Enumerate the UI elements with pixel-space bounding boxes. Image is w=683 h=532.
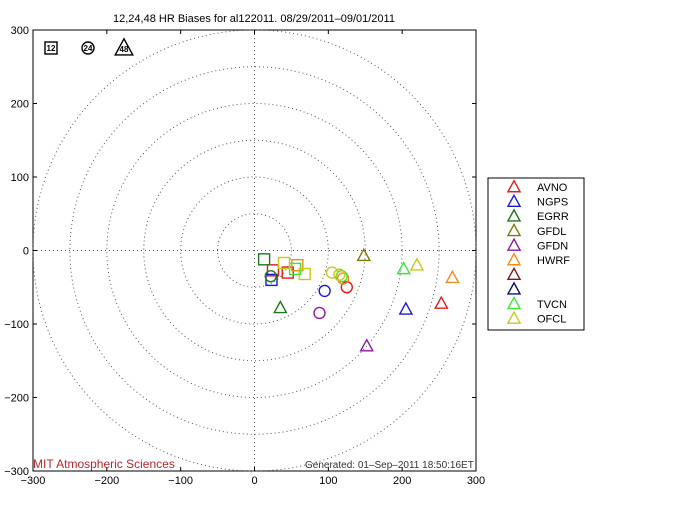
legend-entry-label: HWRF [537, 255, 570, 267]
marker-key-square-icon [44, 41, 58, 55]
generated-timestamp: Generated: 01–Sep–2011 18:50:16ET [305, 460, 474, 471]
marker-key: 12 24 48 [44, 37, 134, 56]
marker-key-circle-icon [81, 41, 95, 55]
data-point-48hr [273, 300, 288, 314]
y-tick-label: −100 [4, 319, 29, 331]
y-tick-label: −300 [4, 466, 29, 478]
y-tick-label: −200 [4, 393, 29, 405]
legend-entry-label: GFDL [537, 226, 566, 238]
data-point-48hr [356, 247, 372, 262]
legend-triangle-icon [506, 252, 522, 266]
data-point-12hr [298, 267, 311, 281]
legend-entry-label: EGRR [537, 211, 569, 223]
legend-triangle-icon [506, 296, 522, 310]
x-tick-label: 0 [251, 475, 257, 487]
marker-key-label: 48 [120, 45, 129, 54]
x-tick-label: −300 [21, 475, 46, 487]
legend-entry-label: TVCN [537, 299, 567, 311]
data-point-48hr [409, 257, 425, 271]
legend: AVNO NGPS EGRR GFDL GFDN HWRF TVCN OFCL [487, 177, 585, 331]
data-point-24hr [313, 306, 326, 320]
legend-entry-label: OFCL [537, 313, 566, 325]
legend-box [487, 177, 585, 331]
data-point-24hr [333, 268, 346, 281]
data-point-12hr [266, 264, 280, 277]
legend-triangle-icon [506, 281, 522, 295]
legend-triangle-icon [506, 223, 522, 237]
data-point-48hr [396, 261, 411, 275]
data-point-48hr [398, 301, 414, 315]
x-tick-label: −100 [168, 475, 193, 487]
x-tick-label: −200 [94, 475, 119, 487]
data-point-24hr [336, 272, 350, 285]
legend-entry-label: GFDN [537, 240, 568, 252]
legend-triangle-icon [506, 266, 522, 281]
data-point-12hr [277, 256, 291, 270]
data-point-12hr [281, 266, 294, 279]
y-tick-label: 300 [11, 25, 29, 37]
y-tick-labels: 300 200 100 0 −100 −200 −300 [4, 25, 476, 478]
range-ring [69, 66, 440, 435]
marker-key-label: 24 [84, 44, 93, 53]
crosshair-lines [33, 30, 476, 471]
legend-triangle-icon [506, 193, 522, 208]
y-tick-label: 200 [11, 99, 29, 111]
legend-triangle-icon [506, 179, 522, 193]
x-tick-labels: −300 −200 −100 0 100 200 300 [21, 30, 485, 487]
data-point-12hr [291, 259, 304, 272]
range-ring [217, 213, 292, 288]
chart-title: 12,24,48 HR Biases for al122011. 08/29/2… [113, 13, 395, 25]
x-tick-label: 100 [319, 475, 337, 487]
marker-key-label: 12 [47, 44, 56, 53]
data-point-48hr [359, 338, 374, 352]
data-points [257, 247, 460, 352]
legend-triangle-icon [506, 208, 522, 222]
y-tick-label: 0 [23, 246, 29, 258]
x-tick-label: 200 [393, 475, 411, 487]
data-point-24hr [318, 284, 331, 298]
x-tick-label: 300 [467, 475, 485, 487]
legend-triangle-icon [506, 237, 522, 251]
data-point-24hr [264, 270, 277, 283]
data-point-24hr [325, 266, 339, 279]
marker-key-triangle-icon [114, 37, 134, 56]
credit-text: MIT Atmospheric Sciences [33, 457, 175, 471]
data-point-12hr [257, 253, 271, 266]
legend-entry-label: AVNO [537, 182, 568, 194]
range-ring [180, 176, 329, 325]
legend-triangle-icon [506, 310, 522, 324]
y-tick-label: 100 [11, 172, 29, 184]
data-point-48hr [434, 295, 449, 309]
range-ring [106, 103, 403, 398]
legend-entry-label: NGPS [537, 197, 568, 209]
data-point-48hr [445, 269, 460, 284]
